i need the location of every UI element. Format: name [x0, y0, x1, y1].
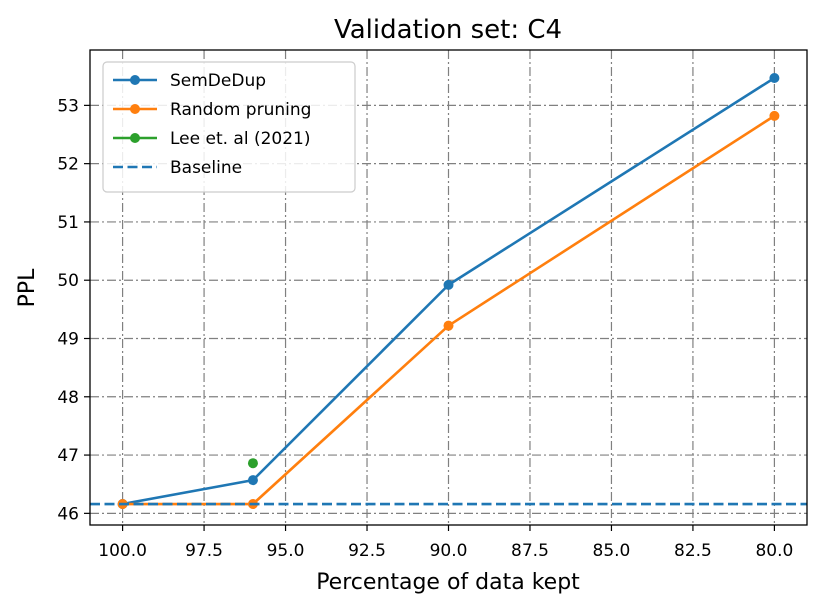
y-axis-label: PPL — [15, 268, 40, 308]
legend-label-lee-et-al-2021: Lee et. al (2021) — [170, 129, 311, 149]
axis-ticks: 100.0 97.5 95.0 92.5 90.0 87.5 85.0 82.5 80.0 46 4… — [57, 96, 793, 561]
y-tick-label: 50 — [57, 271, 79, 291]
y-tick-label: 49 — [57, 329, 79, 349]
x-tick-label: 80.0 — [755, 541, 793, 561]
legend-label-baseline: Baseline — [170, 158, 242, 178]
x-axis-label: Percentage of data kept — [316, 570, 580, 595]
y-tick-label: 46 — [57, 504, 79, 524]
semdedup-line — [122, 76, 776, 506]
y-tick-label: 53 — [57, 96, 79, 116]
random-pruning-point — [443, 320, 454, 331]
x-tick-label: 92.5 — [348, 541, 386, 561]
semdedup-point — [769, 72, 780, 83]
x-tick-label: 90.0 — [430, 541, 468, 561]
chart-title: Validation set: C4 — [334, 15, 562, 45]
lee-et-al-2021-point — [247, 458, 258, 469]
plot-area — [90, 72, 807, 510]
legend: SemDeDup Random pruning Lee et. al (2021) B… — [102, 61, 356, 193]
x-tick-label: 87.5 — [511, 541, 549, 561]
legend-marker-semdedup — [130, 75, 140, 85]
y-tick-label: 51 — [57, 213, 79, 233]
y-tick-label: 47 — [57, 446, 79, 466]
axes-frame — [89, 49, 808, 526]
semdedup-point — [247, 475, 258, 486]
x-tick-label: 100.0 — [98, 541, 147, 561]
y-tick-label: 52 — [57, 155, 79, 175]
x-tick-label: 95.0 — [267, 541, 305, 561]
random-pruning-point — [769, 110, 780, 121]
legend-marker-random-pruning — [130, 104, 140, 114]
x-tick-label: 85.0 — [593, 541, 631, 561]
random-pruning-line — [122, 114, 776, 506]
legend-marker-lee-et-al-2021 — [130, 133, 140, 143]
legend-label-semdedup: SemDeDup — [170, 71, 266, 91]
y-tick-label: 48 — [57, 388, 79, 408]
semdedup-point — [443, 279, 454, 290]
x-tick-label: 82.5 — [674, 541, 712, 561]
legend-label-random-pruning: Random pruning — [170, 100, 311, 120]
x-tick-label: 97.5 — [185, 541, 223, 561]
legend-box — [102, 61, 356, 193]
